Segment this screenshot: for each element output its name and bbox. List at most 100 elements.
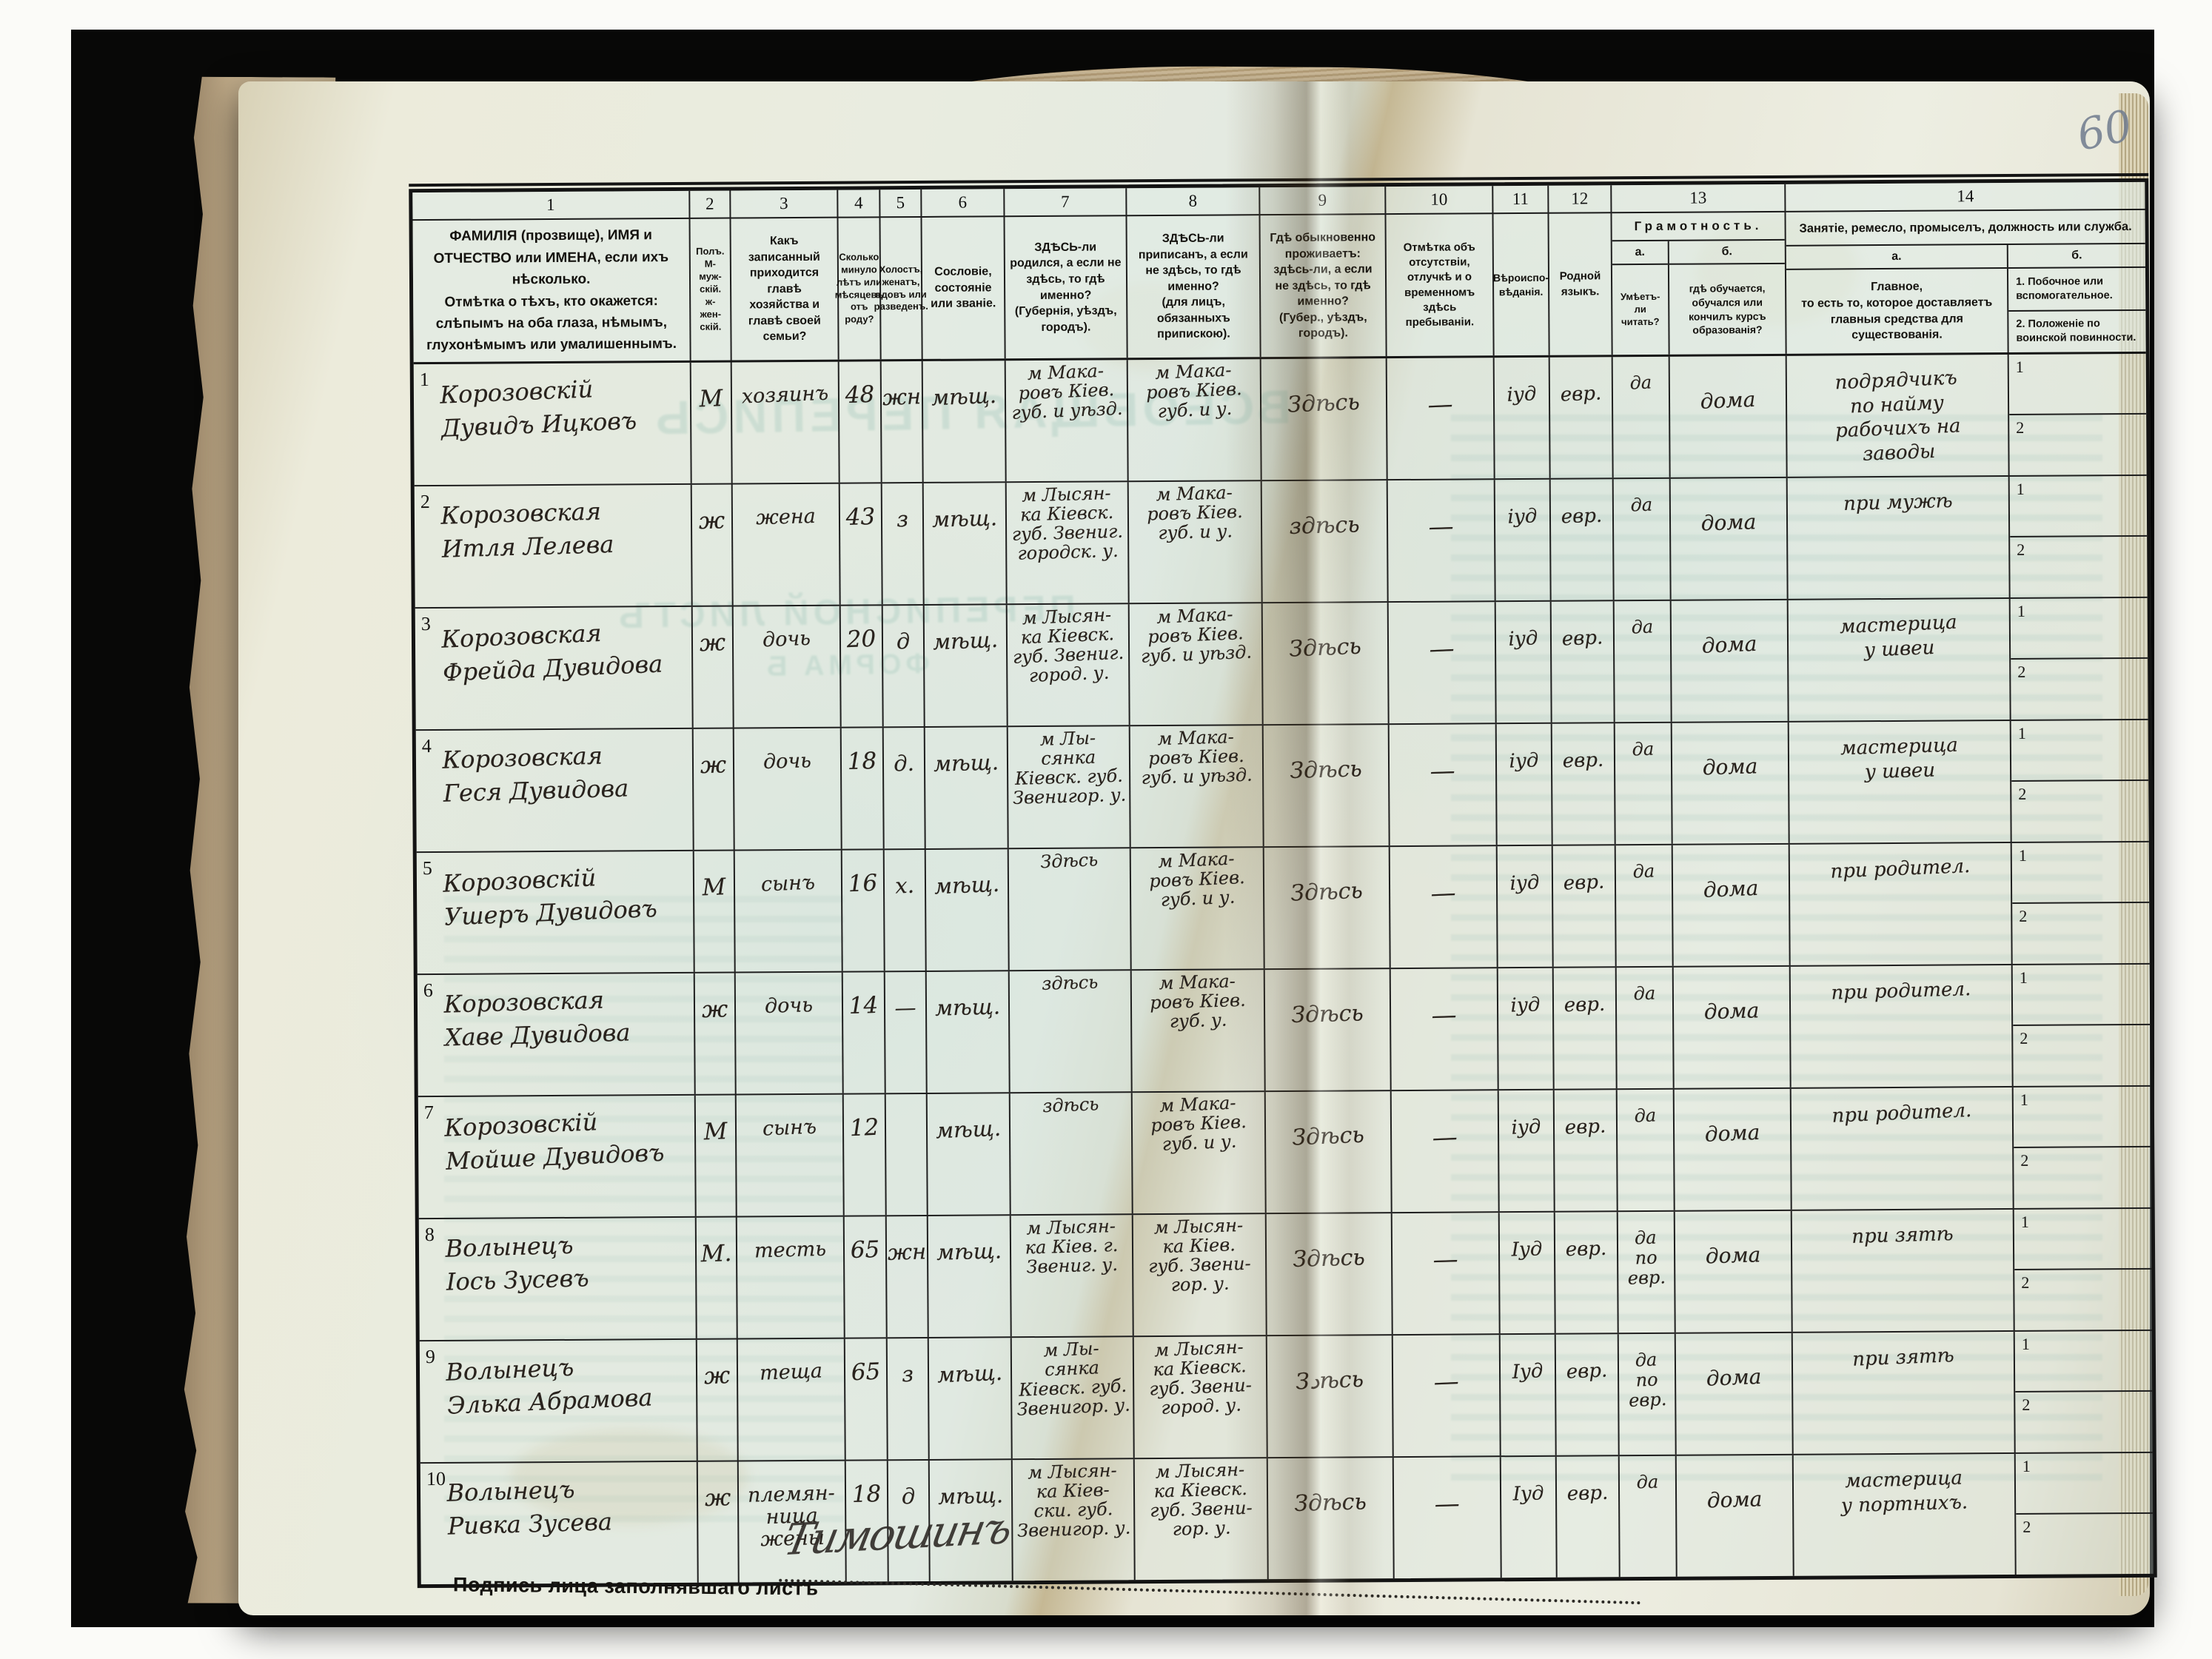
header-col-name: 1 ФАМИЛІЯ (прозвище), ИМЯ и ОТЧЕСТВО или… — [412, 190, 691, 363]
cell-reads: да — [1613, 478, 1672, 600]
cell-language: евр. — [1554, 1090, 1618, 1211]
age-text: 65 — [850, 1236, 880, 1264]
cell-absence: — — [1392, 1213, 1501, 1335]
name-text: Корозовская Итля Лелева — [440, 497, 614, 563]
cell-relation: теща — [737, 1338, 846, 1461]
header-text: Полъ. М-муж- скій. ж-жен- скій. — [696, 245, 725, 332]
row-number: 6 — [423, 979, 433, 1002]
cell-lives: Здѣсь — [1267, 1458, 1395, 1580]
side-cell-1: 1 — [2008, 353, 2147, 415]
cell-reads: да — [1614, 600, 1672, 723]
cell-religion: іуд — [1495, 479, 1552, 601]
cell-absence: — — [1393, 1457, 1502, 1579]
side-cell-2: 2 — [2009, 414, 2146, 475]
cell-estate: мѣщ. — [927, 1093, 1011, 1215]
cell-reads: да — [1616, 967, 1675, 1089]
cell-study: дома — [1669, 355, 1788, 477]
cell-lives: Здѣсь — [1265, 1091, 1392, 1213]
reads-text: да по евр. — [1627, 1227, 1666, 1289]
row-number: 2 — [420, 491, 430, 513]
name-text: Корозовская Фрейда Дувидова — [440, 618, 663, 687]
cell-estate: мѣщ. — [925, 727, 1009, 848]
occupation-text: подрядчикъ по найму рабочихъ на заводы — [1834, 366, 1962, 466]
cell-relation: дочь — [733, 606, 842, 728]
cell-registered: м Лысян- ка Кіев. губ. Звени- гор. у. — [1133, 1214, 1267, 1336]
relation-text: дочь — [764, 993, 814, 1019]
study-text: дома — [1702, 754, 1758, 780]
born-text: м Лысян- ка Кіев. г. Звениг. у. — [1025, 1216, 1119, 1278]
cell-occupation: мастерица у швеи — [1788, 598, 2011, 721]
cell-language: евр. — [1552, 723, 1616, 845]
cell-estate: мѣщ. — [923, 483, 1008, 604]
cell-name: 8 Волынецъ Іось Зусевъ — [418, 1217, 697, 1341]
language-text: евр. — [1561, 504, 1603, 529]
age-text: 48 — [844, 381, 875, 409]
cell-marital — [885, 1093, 928, 1216]
cell-absence: — — [1390, 968, 1499, 1090]
side-label-2: 2 — [2019, 906, 2028, 925]
born-text: Здѣсь — [1039, 849, 1099, 873]
cell-absence: — — [1392, 1335, 1501, 1457]
cell-study: дома — [1674, 1088, 1792, 1210]
occupation-text: мастерица у швеи — [1840, 734, 1959, 783]
religion-text: Іуд — [1511, 1360, 1544, 1384]
cell-language: евр. — [1550, 479, 1615, 600]
name-text: Корозовская Геся Дувидова — [441, 741, 629, 808]
reads-text: да — [1632, 738, 1655, 760]
lives-text: здѣсь — [1289, 512, 1361, 540]
language-text: евр. — [1564, 993, 1606, 1017]
religion-text: іуд — [1510, 993, 1541, 1017]
absence-text: — — [1432, 1244, 1459, 1276]
cell-language: евр. — [1555, 1212, 1619, 1333]
occupation-sub-b: б. 1. Побочное или вспомогательное. 2. П… — [2008, 244, 2146, 352]
study-text: дома — [1703, 875, 1759, 902]
occupation-text: мастерица у швеи — [1839, 611, 1958, 662]
marital-text: з — [901, 1361, 914, 1387]
col-number: 8 — [1127, 187, 1259, 217]
header-col-marital: 5 Холостъ, женатъ, вдовъ или разведенъ. — [874, 189, 928, 360]
cell-sex: ж — [697, 1339, 739, 1461]
sex-text: М — [703, 1118, 728, 1146]
cell-sex: М — [695, 1095, 737, 1216]
header-col-occupation: 14 Занятіе, ремесло, промыселъ, должност… — [1786, 181, 2146, 354]
literacy-title: Грамотность. — [1612, 212, 1785, 242]
literacy-sub-a: а. Умѣетъ-ли читать? — [1612, 241, 1670, 355]
cell-reads: да — [1615, 723, 1673, 845]
cell-absence: — — [1387, 480, 1496, 602]
cell-religion: іуд — [1494, 357, 1551, 479]
cell-sex: ж — [693, 728, 735, 850]
religion-text: Іуд — [1512, 1482, 1544, 1506]
side-cell-2: 2 — [2013, 1025, 2150, 1086]
cell-born: м Лысян- ка Кіевск. губ. Звениг. город. … — [1007, 604, 1130, 726]
side-label-1: 1 — [2020, 1090, 2028, 1109]
occupation-text: при родител. — [1829, 855, 1971, 883]
cell-marital: х. — [884, 849, 927, 971]
cell-relation: дочь — [734, 728, 842, 850]
side-cell-1: 1 — [2013, 1086, 2151, 1148]
registered-text: м Мака- ровъ Кіев. губ. у. — [1149, 971, 1247, 1032]
estate-text: мѣщ. — [936, 1359, 1003, 1388]
born-text: здѣсь — [1041, 971, 1099, 994]
cell-study: дома — [1671, 600, 1789, 722]
side-label-2: 2 — [2020, 1150, 2029, 1170]
age-text: 18 — [851, 1480, 882, 1509]
cell-marital: д. — [883, 727, 926, 849]
header-text: гдѣ обучается, обучался или кончилъ курс… — [1689, 281, 1766, 336]
header-text: Какъ записанный приходится главѣ хозяйст… — [748, 234, 821, 343]
reads-text: да по евр. — [1628, 1349, 1667, 1411]
header-text: Отмѣтка объ отсутствіи, отлучкѣ и о врем… — [1403, 241, 1475, 329]
name-text: Волынецъ Ривка Зусева — [446, 1475, 613, 1541]
registered-text: м Мака- ровъ Кіев. губ. и у. — [1148, 848, 1246, 911]
cell-marital: з — [882, 483, 925, 605]
registered-text: м Мака- ровъ Кіев. губ. и у. — [1150, 1092, 1247, 1155]
cell-born: м Лы- сянка Кіевск. губ. Звенигор. у. — [1011, 1337, 1135, 1459]
cell-registered: м Лысян- ка Кіевск. губ. Звени- город. у… — [1133, 1336, 1268, 1458]
religion-text: іуд — [1509, 749, 1539, 773]
lives-text: Здѣсь — [1291, 1122, 1365, 1151]
cell-born: м Лысян- ка Кіев. г. Звениг. у. — [1011, 1215, 1134, 1337]
cell-relation: тесть — [737, 1216, 845, 1338]
row-number: 8 — [424, 1224, 435, 1246]
absence-text: — — [1427, 512, 1455, 543]
marital-text — [886, 1117, 926, 1119]
cell-religion: іуд — [1498, 1090, 1555, 1212]
